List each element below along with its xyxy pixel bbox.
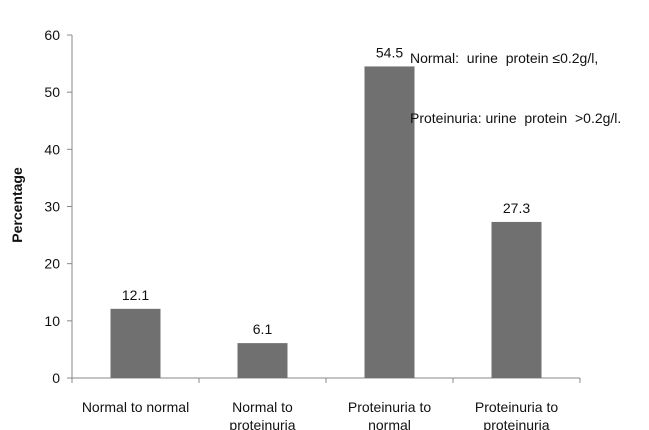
y-tick-label: 20 xyxy=(44,256,60,272)
annotation: Normal: urine protein ≤0.2g/l, Proteinur… xyxy=(410,8,621,148)
x-category-label-line: normal xyxy=(368,417,411,430)
x-category-label-line: Proteinuria to xyxy=(475,399,558,415)
y-axis: 0 10 20 30 40 50 60 xyxy=(44,27,73,386)
data-label: 6.1 xyxy=(253,321,273,337)
x-category-label: Proteinuria to proteinuria xyxy=(475,399,558,430)
x-category-label-line: Normal to normal xyxy=(82,399,189,415)
x-axis: Normal to normal Normal to proteinuriaProt… xyxy=(71,377,581,430)
y-tick-label: 10 xyxy=(44,313,60,329)
x-category-label: Normal to normal xyxy=(82,399,189,415)
bars: 12.1 6.1 54.5 27.3 xyxy=(110,44,542,379)
x-category-label: Normal to proteinuria xyxy=(229,399,295,430)
y-tick-label: 0 xyxy=(52,370,60,386)
bar xyxy=(364,66,415,379)
y-tick-label: 40 xyxy=(44,141,60,157)
annotation-line-proteinuria: Proteinuria: urine protein >0.2g/l. xyxy=(410,110,622,126)
bar xyxy=(237,343,288,378)
y-axis-label: Percentage xyxy=(9,167,25,243)
x-category-label-line: Normal to xyxy=(232,399,293,415)
x-category-label-line: proteinuria xyxy=(229,417,295,430)
data-label: 27.3 xyxy=(503,200,530,216)
data-label: 54.5 xyxy=(376,44,403,60)
annotation-line-normal: Normal: urine protein ≤0.2g/l, xyxy=(410,50,599,66)
y-tick-label: 30 xyxy=(44,199,60,215)
data-label: 12.1 xyxy=(122,287,149,303)
bar xyxy=(110,308,161,378)
x-category-label-line: Proteinuria to xyxy=(348,399,431,415)
bar xyxy=(491,221,542,378)
x-category-label: Proteinuria to normal xyxy=(348,399,431,430)
y-tick-label: 60 xyxy=(44,27,60,43)
y-tick-label: 50 xyxy=(44,84,60,100)
x-category-label-line: proteinuria xyxy=(483,417,549,430)
